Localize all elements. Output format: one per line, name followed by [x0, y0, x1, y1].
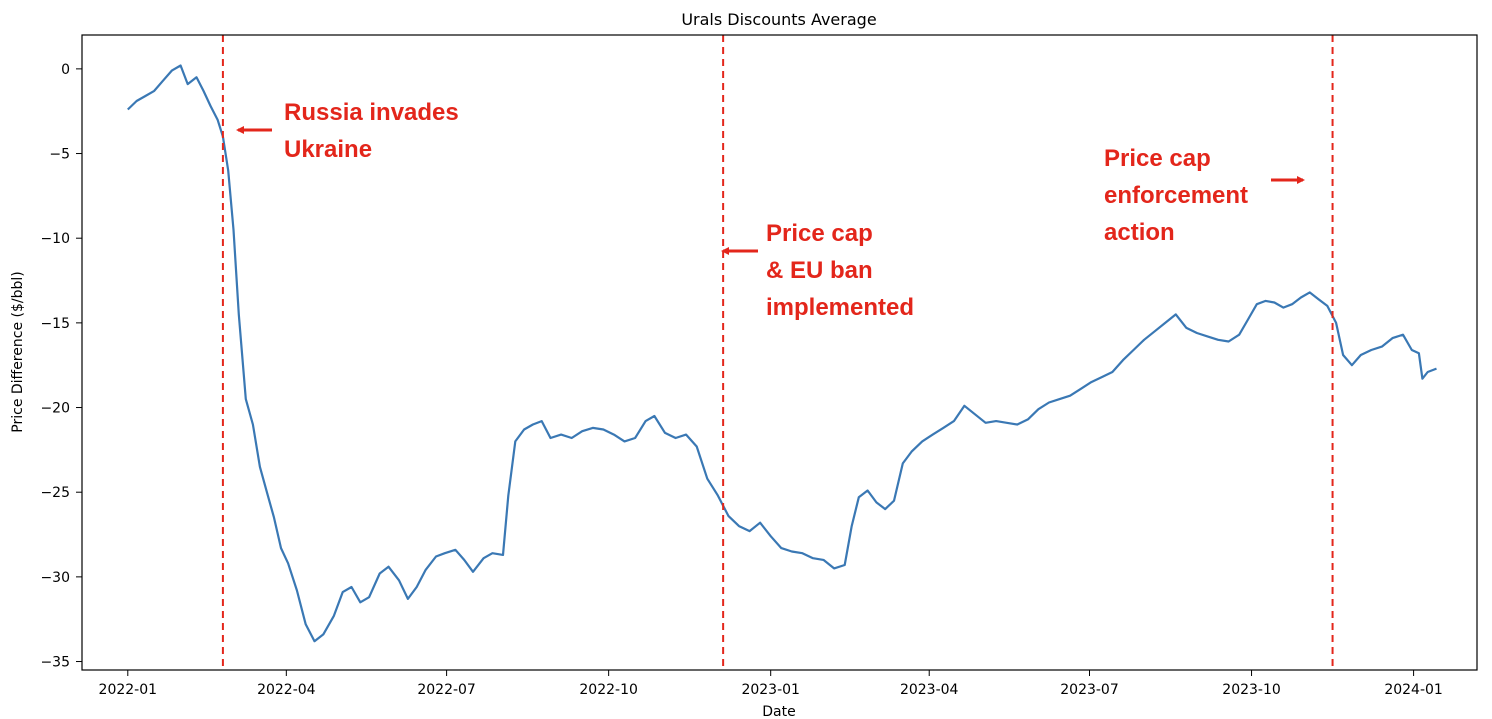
- x-axis-label: Date: [762, 704, 795, 719]
- plot-frame: [81, 34, 1478, 671]
- y-axis-label: Price Difference ($/bbl): [10, 271, 26, 432]
- y-tick-label: −35: [40, 655, 70, 671]
- x-tick-label: 2022-10: [579, 682, 638, 698]
- x-tick-label: 2023-04: [900, 682, 959, 698]
- y-tick-label: −10: [40, 231, 70, 247]
- series-line: [127, 64, 1437, 643]
- x-tick-label: 2023-10: [1222, 682, 1281, 698]
- annotation-text: Russia invades Ukraine: [284, 99, 459, 163]
- annotation-text: Price cap enforcement action: [1104, 145, 1248, 246]
- x-tick-label: 2022-07: [417, 682, 476, 698]
- y-tick-label: −30: [40, 570, 70, 586]
- x-tick-label: 2024-01: [1384, 682, 1443, 698]
- y-tick-label: −15: [40, 316, 70, 332]
- x-tick-label: 2023-07: [1060, 682, 1119, 698]
- annotations: Russia invades Ukraine Price cap & EU ban im…: [236, 99, 1305, 321]
- annotation-text: Price cap & EU ban implemented: [766, 220, 914, 321]
- y-axis-ticks: 0 −5 −10 −15 −20 −25 −30 −35: [40, 62, 82, 671]
- x-tick-label: 2022-01: [99, 682, 158, 698]
- y-tick-label: −25: [40, 485, 70, 501]
- x-axis-ticks: 2022-01 2022-04 2022-07 2022-10 2023-01 2023-…: [99, 670, 1443, 698]
- y-tick-label: −5: [49, 147, 70, 163]
- series-layer: [127, 64, 1437, 643]
- x-tick-label: 2023-01: [741, 682, 800, 698]
- x-tick-label: 2022-04: [257, 682, 316, 698]
- y-tick-label: 0: [61, 62, 70, 78]
- event-lines: [221, 35, 1334, 670]
- chart-title: Urals Discounts Average: [681, 10, 876, 29]
- y-tick-label: −20: [40, 401, 70, 417]
